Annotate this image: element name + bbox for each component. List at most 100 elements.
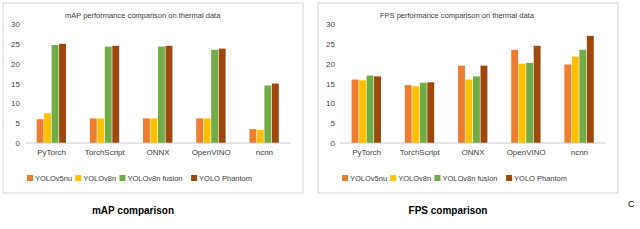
bar xyxy=(158,47,165,143)
bar xyxy=(427,82,434,143)
y-tick-label: 10 xyxy=(11,99,20,108)
bar xyxy=(143,118,150,143)
y-tick xyxy=(23,123,25,124)
bar xyxy=(579,50,586,143)
bar xyxy=(52,45,59,143)
bar xyxy=(534,46,541,143)
y-tick-label: 15 xyxy=(326,80,335,89)
chart-frame xyxy=(3,3,303,193)
bar xyxy=(59,44,66,143)
chart-panel: mAP performance comparison on thermal da… xyxy=(3,3,303,193)
bar xyxy=(166,46,173,143)
bar xyxy=(352,80,359,143)
bar xyxy=(374,76,381,143)
legend-label: YOLOv5nu xyxy=(35,174,72,183)
bar xyxy=(481,66,488,143)
bar xyxy=(257,130,264,143)
legend-swatch xyxy=(191,175,197,181)
legend-label: YOLO Phantom xyxy=(199,174,252,183)
y-axis xyxy=(25,24,26,143)
bar xyxy=(466,80,473,143)
legend-swatch xyxy=(342,175,348,181)
bar xyxy=(511,50,518,143)
y-tick-label: 25 xyxy=(11,40,20,49)
x-axis-label: FPS comparison xyxy=(409,205,488,216)
chart-frame xyxy=(318,3,618,193)
bar xyxy=(367,76,374,143)
y-tick xyxy=(23,43,25,44)
y-tick xyxy=(338,83,340,84)
y-tick-label: 5 xyxy=(16,119,21,128)
bars xyxy=(352,36,594,143)
y-tick-label: 15 xyxy=(11,80,20,89)
legend-swatch xyxy=(506,175,512,181)
bar xyxy=(405,85,412,143)
bar xyxy=(105,47,112,143)
bar xyxy=(587,36,594,143)
legend-swatch xyxy=(435,175,441,181)
y-tick-label: 30 xyxy=(11,20,20,29)
legend-swatch xyxy=(390,175,396,181)
x-tick-label: TorchScript xyxy=(85,148,126,157)
bar xyxy=(97,118,104,143)
y-tick xyxy=(338,24,340,25)
y-tick xyxy=(23,103,25,104)
legend-label: YOLOv8n xyxy=(83,174,116,183)
bar xyxy=(44,113,51,143)
legend-swatch xyxy=(27,175,33,181)
bar xyxy=(37,119,44,143)
x-tick-label: ONNX xyxy=(461,148,485,157)
chart-title: mAP performance comparison on thermal da… xyxy=(65,11,221,20)
x-tick-label: ONNX xyxy=(146,148,170,157)
bar xyxy=(519,64,526,143)
bar xyxy=(151,118,158,143)
legend-label: YOLO Phantom xyxy=(514,174,567,183)
bar xyxy=(204,118,211,143)
legend-label: YOLOv5nu xyxy=(350,174,387,183)
bar xyxy=(249,129,256,143)
bar xyxy=(272,84,279,144)
y-tick xyxy=(338,63,340,64)
y-tick xyxy=(338,143,340,144)
x-tick-label: PyTorch xyxy=(352,148,381,157)
bar xyxy=(359,80,366,143)
bars xyxy=(37,44,279,143)
x-tick-label: ncnn xyxy=(256,148,273,157)
legend-swatch xyxy=(120,175,126,181)
bar xyxy=(112,46,119,143)
y-tick xyxy=(23,143,25,144)
bar xyxy=(572,57,579,143)
y-tick-label: 30 xyxy=(326,20,335,29)
chart-panel: FPS performance comparison on thermal da… xyxy=(318,3,618,193)
bar xyxy=(211,50,218,143)
y-tick-label: 20 xyxy=(326,60,335,69)
y-tick-label: 25 xyxy=(326,40,335,49)
y-tick xyxy=(338,103,340,104)
y-tick-label: 5 xyxy=(331,119,336,128)
bar xyxy=(219,49,226,143)
y-tick-label: 0 xyxy=(16,139,21,148)
legend-label: YOLOv8n fusion xyxy=(443,174,498,183)
x-tick-label: ncnn xyxy=(571,148,588,157)
x-tick-label: OpenVINO xyxy=(507,148,546,157)
legend-label: YOLOv8n fusion xyxy=(128,174,183,183)
y-tick xyxy=(23,63,25,64)
legend-label: YOLOv8n xyxy=(398,174,431,183)
y-tick xyxy=(23,24,25,25)
y-tick xyxy=(338,123,340,124)
annotation: C xyxy=(628,199,635,209)
y-tick-label: 20 xyxy=(11,60,20,69)
bar xyxy=(420,83,427,143)
x-axis xyxy=(340,143,606,144)
x-tick-label: TorchScript xyxy=(400,148,441,157)
y-tick-label: 0 xyxy=(331,139,336,148)
chart-title: FPS performance comparison on thermal da… xyxy=(380,11,535,20)
bar xyxy=(473,76,480,143)
bar xyxy=(196,118,203,143)
bar xyxy=(90,118,97,143)
y-tick-label: 10 xyxy=(326,99,335,108)
x-tick-label: OpenVINO xyxy=(192,148,231,157)
bar xyxy=(564,64,571,143)
y-tick xyxy=(338,43,340,44)
x-axis-label: mAP comparison xyxy=(92,205,174,216)
